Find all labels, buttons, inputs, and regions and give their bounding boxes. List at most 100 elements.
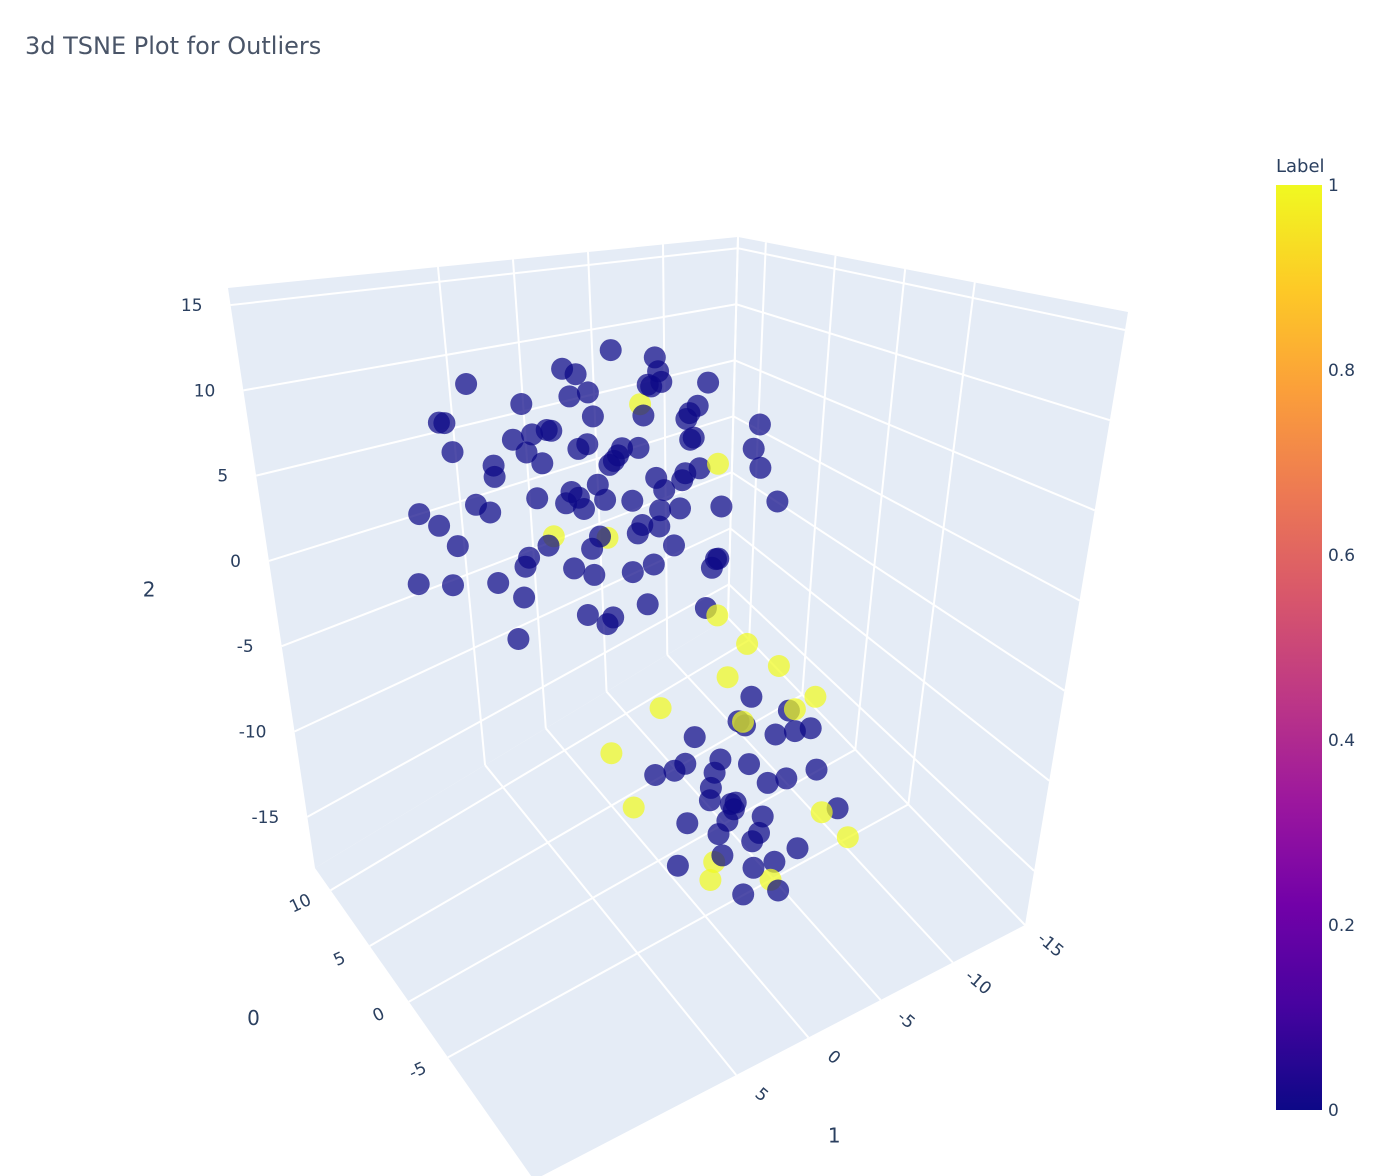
x-gridline xyxy=(801,255,837,695)
right-wall-pane xyxy=(728,237,1128,925)
inlier-point xyxy=(642,553,665,576)
inlier-point xyxy=(513,586,536,609)
inlier-point xyxy=(441,441,464,464)
tick-labels: 15 10 5 0 -5 -10 -15 10 5 0 -5 -15 -10 -5 0 5 2 0 1 xyxy=(143,296,1068,1147)
z-gridline xyxy=(306,583,730,818)
outlier-point xyxy=(783,698,806,721)
inlier-point xyxy=(738,753,760,776)
outlier-point xyxy=(699,869,722,891)
inlier-point xyxy=(560,481,583,503)
y-gridline xyxy=(484,764,737,1076)
left-wall-pane xyxy=(228,237,738,868)
inlier-point xyxy=(483,465,506,488)
x-axis-title: 0 xyxy=(247,1006,260,1030)
inlier-point xyxy=(749,456,772,479)
inlier-point xyxy=(531,452,554,475)
inlier-point xyxy=(627,436,650,459)
z-tick-label: -10 xyxy=(239,723,267,743)
inlier-point xyxy=(621,561,644,584)
outlier-point xyxy=(706,604,729,627)
y-axis-title: 1 xyxy=(828,1124,841,1148)
colorbar-tick-label: 0.4 xyxy=(1328,731,1355,751)
x-gridline xyxy=(330,639,750,892)
y-gridline xyxy=(662,244,669,655)
y-tick-label: 0 xyxy=(823,1047,844,1069)
outlier-point xyxy=(707,452,729,475)
outlier-point xyxy=(736,632,759,655)
inlier-point xyxy=(621,489,644,512)
inlier-point xyxy=(766,490,789,513)
inlier-point xyxy=(567,437,590,460)
scene-panes xyxy=(228,237,1128,1176)
z-axis-title: 2 xyxy=(143,578,156,602)
z-gridline xyxy=(728,583,1035,872)
inlier-point xyxy=(507,628,530,650)
z-tick-label: -15 xyxy=(252,808,280,828)
x-gridline xyxy=(447,803,909,1059)
x-tick-label: 0 xyxy=(370,1004,388,1027)
inlier-point xyxy=(648,515,671,538)
inlier-point xyxy=(679,428,702,451)
colorbar-tick-label: 0.2 xyxy=(1328,916,1355,936)
z-tick-label: -5 xyxy=(237,637,254,657)
inlier-point xyxy=(446,535,469,558)
inlier-point xyxy=(666,854,689,877)
inlier-point xyxy=(686,394,709,417)
inlier-point xyxy=(722,798,745,821)
inlier-point xyxy=(427,411,450,434)
colorbar-gradient xyxy=(1276,185,1322,1110)
z-tick-label: 15 xyxy=(181,296,203,316)
outlier-point xyxy=(716,666,739,689)
y-gridline xyxy=(437,266,487,766)
inlier-point xyxy=(663,534,685,557)
y-gridline xyxy=(666,654,954,964)
z-gridline xyxy=(732,415,1080,602)
inlier-point xyxy=(707,547,730,570)
y-tick-label: 5 xyxy=(751,1084,772,1106)
inlier-point xyxy=(676,812,699,835)
z-gridline xyxy=(268,415,734,562)
inlier-point xyxy=(514,555,537,578)
inlier-point xyxy=(581,537,604,560)
y-tick-label: -10 xyxy=(961,966,995,999)
inlier-point xyxy=(707,823,730,846)
inlier-point xyxy=(742,856,765,879)
inlier-point xyxy=(751,805,774,828)
inlier-point xyxy=(775,767,798,790)
inlier-point xyxy=(596,613,619,636)
inlier-point xyxy=(537,534,560,557)
y-tick-label: -5 xyxy=(893,1007,919,1033)
inlier-point xyxy=(748,413,771,436)
x-tick-label: 10 xyxy=(286,890,314,917)
inlier-point xyxy=(649,499,672,522)
z-gridline xyxy=(735,303,1111,422)
z-gridline xyxy=(243,303,737,392)
colorbar-tick-label: 1 xyxy=(1328,176,1339,196)
data-points xyxy=(407,339,859,906)
inlier-point xyxy=(626,522,649,545)
inlier-point xyxy=(594,488,617,511)
inlier-point xyxy=(786,837,809,860)
inlier-point xyxy=(576,604,599,626)
inlier-point xyxy=(526,487,549,510)
outlier-point xyxy=(767,655,790,677)
inlier-point xyxy=(576,381,599,404)
inlier-point xyxy=(583,563,606,586)
inlier-point xyxy=(479,501,502,524)
inlier-point xyxy=(764,723,787,746)
z-tick-label: 5 xyxy=(217,467,228,487)
inlier-point xyxy=(442,574,464,597)
y-gridline xyxy=(545,727,810,1039)
y-tick-label: -15 xyxy=(1033,929,1067,962)
x-gridline xyxy=(854,269,907,750)
inlier-point xyxy=(783,720,806,743)
inlier-point xyxy=(756,771,779,794)
chart-title: 3d TSNE Plot for Outliers xyxy=(25,32,322,60)
inlier-point xyxy=(699,776,722,799)
inlier-point xyxy=(510,393,533,415)
inlier-point xyxy=(407,573,430,596)
inlier-point xyxy=(632,404,655,427)
inlier-point xyxy=(767,879,790,902)
inlier-point xyxy=(748,821,770,844)
